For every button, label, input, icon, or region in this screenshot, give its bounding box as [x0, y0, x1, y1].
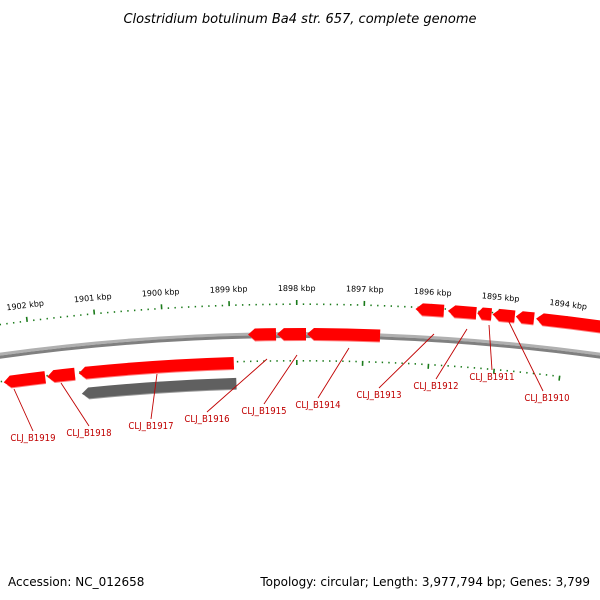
gene-label[interactable]: CLJ_B1911	[469, 372, 514, 383]
scale-label: 1901 kbp	[74, 292, 112, 304]
map-title: Clostridium botulinum Ba4 str. 657, comp…	[123, 12, 476, 27]
scale-label: 1899 kbp	[210, 285, 248, 295]
gene-label[interactable]: CLJ_B1918	[66, 428, 111, 439]
gene-arrow-4[interactable]	[248, 328, 277, 342]
gene-label[interactable]: CLJ_B1912	[413, 381, 458, 392]
gene-arrow-10[interactable]	[492, 309, 516, 324]
gene-label[interactable]: CLJ_B1914	[295, 400, 340, 411]
label-leader-line	[60, 382, 90, 427]
gene-arrow-grey[interactable]	[81, 377, 237, 400]
gene-features	[3, 303, 600, 400]
gene-arrow-8[interactable]	[447, 305, 477, 320]
gene-label[interactable]: CLJ_B1919	[10, 433, 55, 444]
label-leader-line	[435, 328, 468, 380]
scale-label: 1894 kbp	[549, 298, 588, 311]
label-leader-line	[150, 373, 158, 420]
gene-label[interactable]: CLJ_B1915	[241, 406, 286, 417]
label-leader-line	[317, 347, 350, 399]
gene-arrow-12[interactable]	[536, 313, 600, 334]
scale-label: 1898 kbp	[278, 284, 316, 293]
accession-text: Accession: NC_012658	[8, 575, 144, 589]
gene-arrow-7[interactable]	[415, 303, 445, 318]
gene-labels: CLJ_B1919 CLJ_B1918 CLJ_B1917 CLJ_B1916 CLJ_…	[10, 321, 570, 444]
gene-label[interactable]: CLJ_B1913	[356, 390, 401, 401]
gene-arrow-9[interactable]	[477, 307, 492, 322]
gene-label[interactable]: CLJ_B1910	[524, 393, 569, 404]
scale-label: 1896 kbp	[414, 287, 452, 298]
major-tick	[25, 316, 28, 322]
gene-label[interactable]: CLJ_B1917	[128, 421, 173, 432]
scale-label: 1897 kbp	[346, 284, 384, 294]
major-tick	[558, 375, 561, 381]
label-leader-line	[206, 358, 268, 413]
label-leader-line	[263, 354, 298, 405]
label-leader-line	[488, 324, 493, 371]
gene-arrow-5[interactable]	[277, 327, 306, 342]
scale-label: 1895 kbp	[481, 291, 519, 303]
label-leader-line	[378, 333, 435, 389]
genome-summary-text: Topology: circular; Length: 3,977,794 bp…	[259, 575, 590, 589]
scale-label: 1902 kbp	[6, 299, 45, 313]
gene-label[interactable]: CLJ_B1916	[184, 414, 229, 425]
gene-arrow-6[interactable]	[307, 328, 381, 343]
gene-arrow-1[interactable]	[3, 371, 46, 389]
scale-label: 1900 kbp	[142, 287, 180, 298]
gene-arrow-3[interactable]	[78, 357, 234, 380]
gene-arrow-11[interactable]	[515, 311, 535, 326]
label-leader-line	[13, 388, 34, 432]
gene-arrow-2[interactable]	[47, 367, 76, 383]
label-leader-line	[508, 321, 544, 392]
